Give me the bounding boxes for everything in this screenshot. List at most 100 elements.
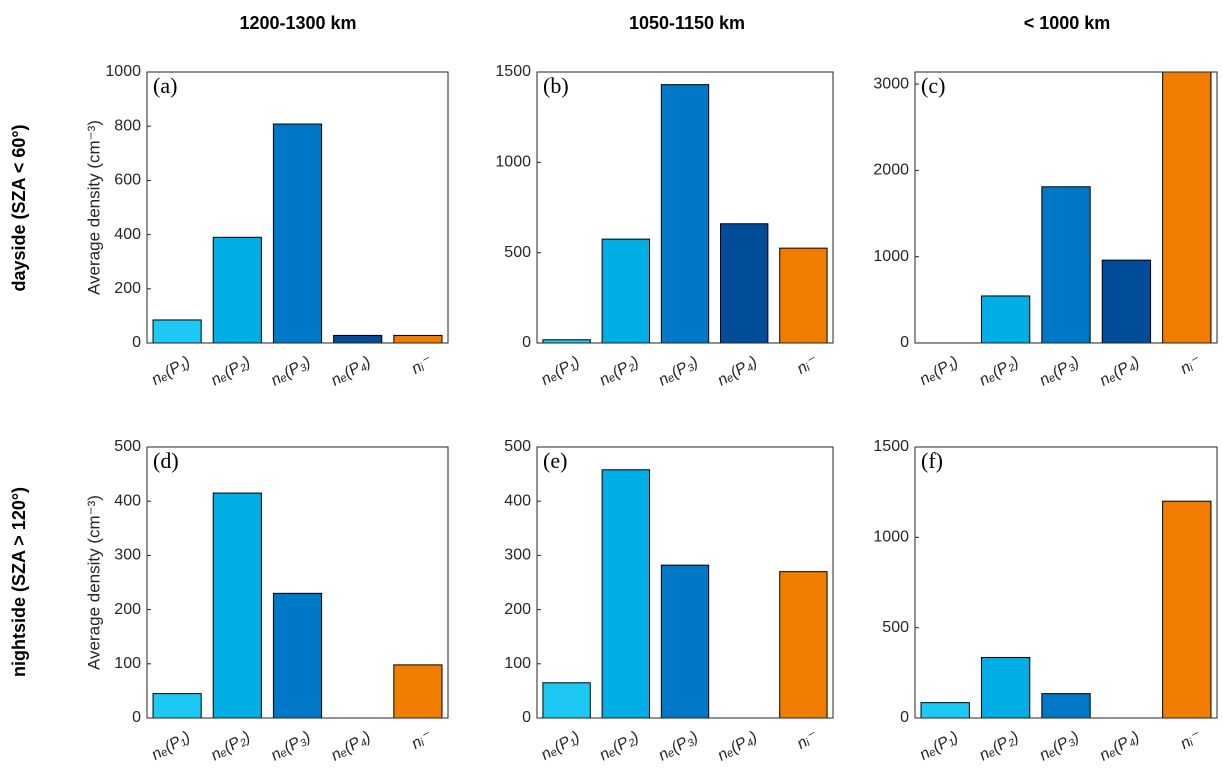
- bar: [393, 664, 443, 718]
- x-tick-label: nₑ(P₂): [976, 353, 1021, 389]
- y-tick-label: 2000: [873, 162, 909, 179]
- y-tick-label: 300: [114, 547, 141, 564]
- bar: [152, 693, 202, 718]
- y-tick-label: 400: [114, 226, 141, 243]
- x-tick-label: nₑ(P₂): [208, 728, 253, 764]
- panel-label: (e): [543, 448, 567, 473]
- plot-area: [542, 469, 828, 718]
- bar: [212, 236, 262, 343]
- axes-box: [914, 71, 1218, 344]
- y-tick-label: 0: [132, 709, 141, 726]
- bar: [272, 123, 323, 343]
- column-title: < 1000 km: [1024, 13, 1111, 33]
- y-tick-label: 0: [900, 334, 909, 351]
- axes-box: [146, 71, 449, 344]
- y-tick-label: 0: [522, 709, 531, 726]
- plot-area: [152, 123, 443, 343]
- x-tick-label: nᵢ⁻: [794, 353, 821, 378]
- bar: [1162, 500, 1212, 718]
- y-tick-label: 1000: [105, 63, 141, 80]
- bar: [272, 592, 323, 718]
- y-tick-label: 1000: [873, 248, 909, 265]
- y-tick-label: 400: [114, 492, 141, 509]
- y-tick-label: 500: [882, 619, 909, 636]
- x-tick-label: nₑ(P₃): [268, 728, 314, 764]
- x-tick-label: nₑ(P₂): [597, 728, 642, 764]
- plot-area: [920, 500, 1212, 718]
- axes-box: [536, 446, 834, 719]
- x-tick-label: nᵢ⁻: [409, 353, 436, 378]
- bar: [720, 223, 769, 343]
- bar: [920, 702, 970, 718]
- bar: [980, 656, 1031, 718]
- bar: [152, 319, 202, 343]
- bar: [1041, 693, 1091, 718]
- x-tick-label: nₑ(P₄): [1097, 728, 1143, 764]
- y-tick-label: 500: [114, 438, 141, 455]
- x-tick-label: nₑ(P₃): [656, 353, 702, 389]
- bar: [660, 564, 710, 718]
- y-tick-label: 500: [504, 438, 531, 455]
- x-tick-label: nₑ(P₄): [715, 728, 761, 764]
- bar: [779, 247, 828, 343]
- bar: [601, 469, 650, 718]
- panel-label: (f): [921, 448, 943, 473]
- row-title: nightside (SZA > 120°): [9, 487, 29, 677]
- axes-box: [914, 446, 1218, 719]
- y-axis-label: Average density (cm⁻³): [84, 495, 103, 670]
- y-tick-label: 0: [132, 334, 141, 351]
- column-title: 1200-1300 km: [239, 13, 356, 33]
- x-tick-label: nₑ(P₃): [656, 728, 702, 764]
- y-tick-label: 800: [114, 117, 141, 134]
- plot-area: [152, 492, 443, 718]
- y-tick-label: 100: [504, 655, 531, 672]
- panel-label: (c): [921, 73, 945, 98]
- y-tick-label: 200: [114, 280, 141, 297]
- y-tick-label: 300: [504, 547, 531, 564]
- x-tick-label: nₑ(P₃): [1037, 728, 1083, 764]
- x-tick-label: nₑ(P₄): [715, 353, 761, 389]
- y-tick-label: 3000: [873, 75, 909, 92]
- bar: [601, 238, 650, 343]
- column-title: 1050-1150 km: [629, 13, 745, 33]
- bar: [660, 84, 710, 343]
- y-tick-label: 1500: [495, 63, 531, 80]
- x-tick-label: nₑ(P₂): [597, 353, 642, 389]
- panel-label: (d): [153, 448, 179, 473]
- y-tick-label: 200: [114, 601, 141, 618]
- bar: [1162, 72, 1212, 343]
- x-tick-label: nₑ(P₄): [1097, 353, 1143, 389]
- plot-area: [542, 84, 828, 343]
- y-tick-label: 100: [114, 655, 141, 672]
- axes-box: [146, 446, 449, 719]
- x-tick-label: nᵢ⁻: [794, 728, 821, 753]
- x-tick-label: nₑ(P₁): [917, 728, 961, 763]
- bar: [212, 492, 262, 718]
- x-tick-label: nₑ(P₄): [328, 728, 374, 764]
- x-tick-label: nₑ(P₂): [976, 728, 1021, 764]
- x-tick-label: nᵢ⁻: [1178, 353, 1205, 378]
- x-tick-label: nₑ(P₁): [149, 728, 193, 763]
- x-tick-label: nₑ(P₁): [538, 353, 582, 388]
- y-tick-label: 0: [900, 709, 909, 726]
- y-tick-label: 600: [114, 172, 141, 189]
- x-tick-label: nₑ(P₁): [538, 728, 582, 763]
- bar: [333, 334, 383, 343]
- panel-label: (a): [153, 73, 177, 98]
- x-tick-label: nₑ(P₂): [208, 353, 253, 389]
- y-tick-label: 1500: [873, 438, 909, 455]
- y-tick-label: 500: [504, 244, 531, 261]
- y-tick-label: 0: [522, 334, 531, 351]
- y-tick-label: 200: [504, 601, 531, 618]
- x-tick-label: nᵢ⁻: [409, 728, 436, 753]
- y-axis-label: Average density (cm⁻³): [84, 120, 103, 295]
- axes-box: [536, 71, 834, 344]
- bar: [980, 295, 1031, 343]
- x-tick-label: nₑ(P₃): [268, 353, 314, 389]
- panel-label: (b): [543, 73, 569, 98]
- bar: [542, 682, 591, 718]
- y-tick-label: 1000: [495, 154, 531, 171]
- bar: [1041, 186, 1091, 343]
- x-tick-label: nₑ(P₄): [328, 353, 374, 389]
- bar: [1101, 259, 1152, 343]
